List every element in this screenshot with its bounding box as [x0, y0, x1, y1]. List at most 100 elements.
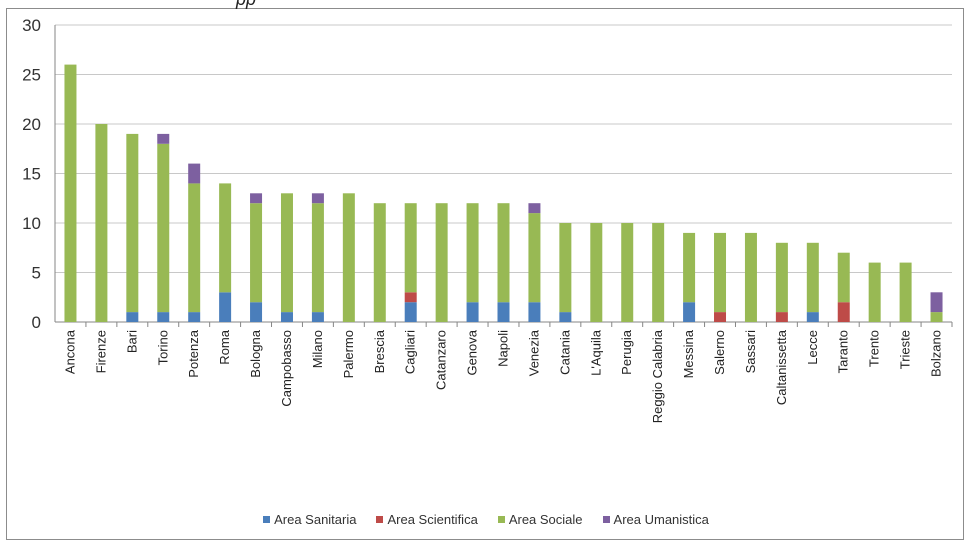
x-tick-label: L'Aquila [588, 329, 603, 376]
bar-area-sociale [466, 203, 479, 303]
x-tick-label: Bari [124, 330, 139, 353]
x-tick-label: Catanzaro [434, 330, 449, 390]
bar-area-sanitaria [311, 312, 324, 322]
bar-area-sociale [280, 193, 293, 313]
x-tick-label: Potenza [186, 329, 201, 377]
bar-area-sociale [311, 203, 324, 313]
bar-area-sanitaria [188, 312, 201, 322]
bar-area-sociale [373, 203, 386, 322]
x-tick-label: Lecce [805, 330, 820, 365]
x-tick-label: Trieste [898, 330, 913, 369]
x-tick-label: Genova [465, 329, 480, 375]
bar-area-umanistica [250, 193, 263, 204]
y-tick-label: 0 [32, 313, 41, 332]
bar-area-sociale [899, 262, 912, 322]
x-tick-label: Roma [217, 329, 232, 364]
x-tick-label: Venezia [526, 329, 541, 376]
bar-area-sanitaria [683, 302, 696, 322]
x-tick-label: Trento [867, 330, 882, 367]
x-tick-label: Ancona [62, 329, 77, 374]
bar-area-sanitaria [559, 312, 572, 322]
legend: Area Sanitaria Area Scientifica Area Socia… [0, 512, 972, 527]
bar-area-sociale [435, 203, 448, 322]
bar-area-sociale [126, 133, 139, 313]
bar-area-umanistica [930, 292, 943, 313]
bar-area-sociale [683, 232, 696, 303]
bar-area-umanistica [188, 163, 201, 184]
x-tick-label: Campobasso [279, 330, 294, 407]
bar-area-sociale [775, 242, 788, 313]
bar-area-sanitaria [126, 312, 139, 322]
x-tick-label: Cagliari [403, 330, 418, 374]
bar-area-sociale [559, 223, 572, 313]
bar-area-scientifica [837, 302, 850, 322]
x-tick-label: Perugia [619, 329, 634, 375]
x-tick-label: Bologna [248, 329, 263, 377]
legend-item: Area Sociale [497, 512, 583, 527]
y-tick-label: 5 [32, 264, 41, 283]
clipped-caption-fragment: pp [236, 0, 256, 10]
bar-area-sociale [837, 252, 850, 303]
x-tick-label: Palermo [341, 330, 356, 378]
bar-area-scientifica [714, 312, 727, 322]
bar-area-sanitaria [219, 292, 232, 322]
bar-area-umanistica [157, 133, 170, 144]
y-tick-label: 20 [22, 115, 41, 134]
bar-area-sociale [219, 183, 232, 293]
bar-area-sanitaria [157, 312, 170, 322]
x-tick-label: Catania [557, 329, 572, 375]
legend-swatch [602, 516, 610, 523]
y-tick-label: 30 [22, 16, 41, 35]
legend-label: Area Umanistica [613, 512, 709, 527]
y-tick-label: 10 [22, 214, 41, 233]
legend-item: Area Umanistica [602, 512, 709, 527]
bar-area-sanitaria [806, 312, 819, 322]
bar-area-sociale [714, 232, 727, 313]
x-tick-label: Torino [155, 330, 170, 365]
bar-area-sociale [868, 262, 881, 322]
bar-area-sociale [188, 183, 201, 313]
legend-swatch [263, 516, 271, 523]
bar-area-umanistica [528, 203, 541, 214]
bar-area-sanitaria [466, 302, 479, 322]
bar-area-sanitaria [404, 302, 417, 322]
bar-area-sociale [64, 64, 77, 322]
bar-area-scientifica [404, 292, 417, 303]
x-tick-label: Napoli [496, 330, 511, 367]
x-tick-label: Reggio Calabria [650, 329, 665, 423]
x-tick-label: Salerno [712, 330, 727, 375]
legend-item: Area Scientifica [376, 512, 478, 527]
legend-label: Area Scientifica [387, 512, 478, 527]
bar-area-sanitaria [250, 302, 263, 322]
bar-area-umanistica [311, 193, 324, 204]
x-tick-label: Sassari [743, 330, 758, 373]
bar-area-sociale [744, 232, 757, 322]
legend-swatch [497, 516, 505, 523]
bar-area-sociale [250, 203, 263, 303]
bar-area-sanitaria [497, 302, 510, 322]
bar-area-sociale [157, 143, 170, 313]
legend-swatch [376, 516, 384, 523]
bar-area-sociale [497, 203, 510, 303]
bar-area-sociale [930, 312, 943, 322]
bar-area-sanitaria [528, 302, 541, 322]
x-tick-label: Caltanissetta [774, 329, 789, 405]
x-tick-label: Taranto [836, 330, 851, 373]
x-tick-label: Brescia [372, 329, 387, 373]
bar-area-sociale [806, 242, 819, 313]
legend-label: Area Sociale [508, 512, 583, 527]
bar-area-scientifica [775, 312, 788, 322]
x-tick-label: Milano [310, 330, 325, 368]
x-tick-label: Messina [681, 329, 696, 378]
bar-area-sociale [652, 223, 665, 322]
legend-label: Area Sanitaria [274, 512, 357, 527]
y-tick-label: 25 [22, 66, 41, 85]
bar-area-sanitaria [280, 312, 293, 322]
x-tick-label: Bolzano [929, 330, 944, 377]
bar-area-sociale [95, 124, 108, 322]
bar-area-sociale [342, 193, 355, 322]
legend-item: Area Sanitaria [263, 512, 356, 527]
bar-area-sociale [404, 203, 417, 293]
bar-area-sociale [621, 223, 634, 322]
